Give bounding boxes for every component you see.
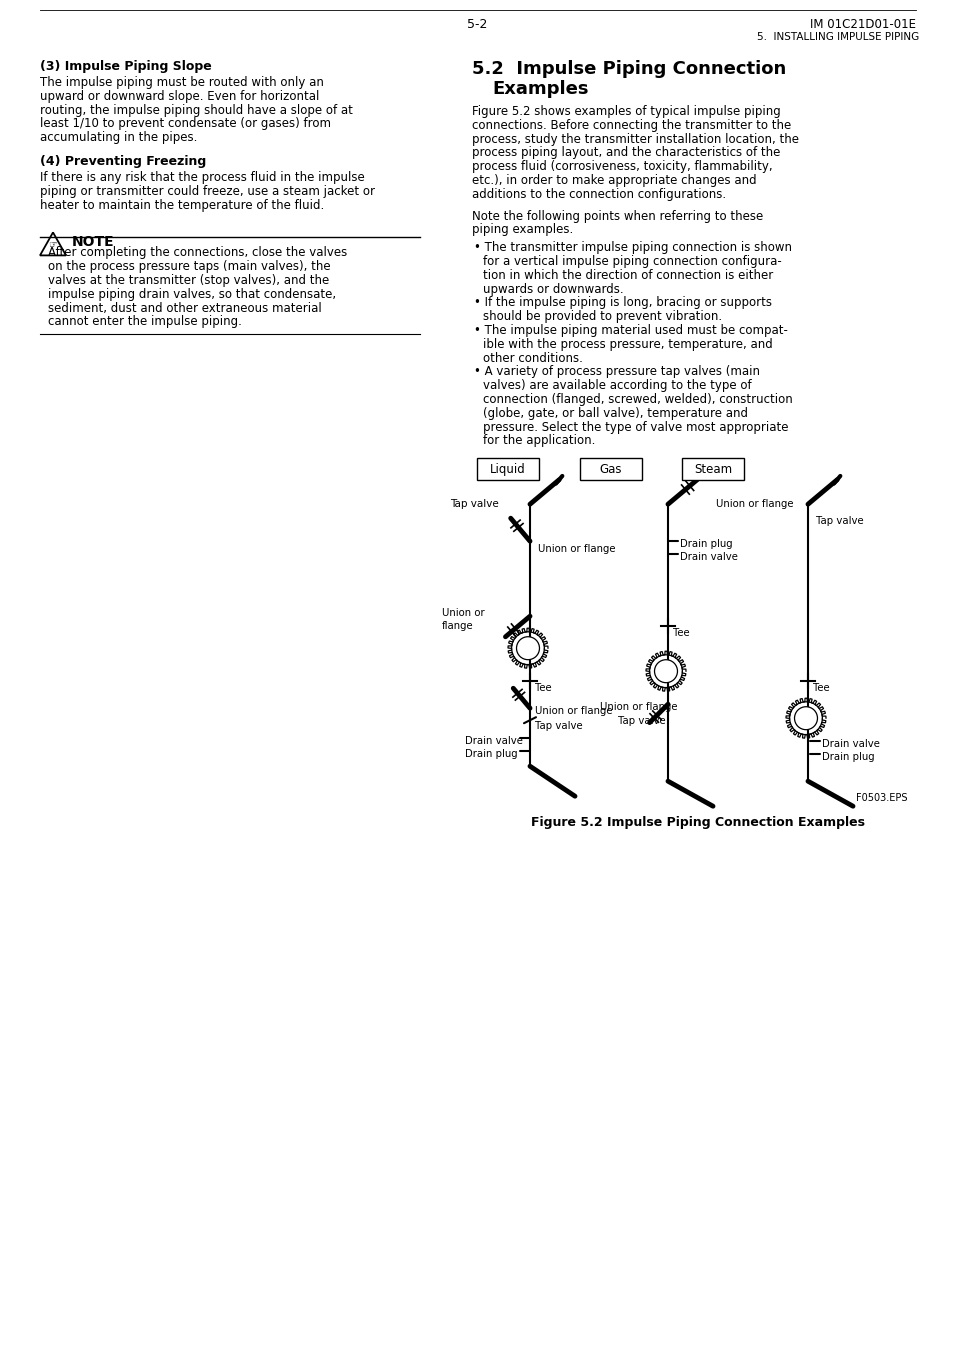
Text: piping or transmitter could freeze, use a steam jacket or: piping or transmitter could freeze, use … — [40, 185, 375, 197]
Text: ☞: ☞ — [49, 240, 57, 250]
Text: on the process pressure taps (main valves), the: on the process pressure taps (main valve… — [48, 261, 331, 273]
Text: etc.), in order to make appropriate changes and: etc.), in order to make appropriate chan… — [472, 174, 756, 186]
Text: upward or downward slope. Even for horizontal: upward or downward slope. Even for horiz… — [40, 89, 319, 103]
Text: valves) are available according to the type of: valves) are available according to the t… — [482, 380, 751, 392]
Text: 5-2: 5-2 — [466, 18, 487, 31]
Text: Drain valve: Drain valve — [821, 739, 879, 750]
Text: IM 01C21D01-01E: IM 01C21D01-01E — [809, 18, 915, 31]
Text: heater to maintain the temperature of the fluid.: heater to maintain the temperature of th… — [40, 199, 324, 212]
Text: upwards or downwards.: upwards or downwards. — [482, 282, 623, 296]
Text: Tap valve: Tap valve — [815, 516, 862, 526]
Text: Liquid: Liquid — [490, 462, 525, 476]
Text: Figure 5.2 Impulse Piping Connection Examples: Figure 5.2 Impulse Piping Connection Exa… — [531, 816, 864, 830]
Text: process, study the transmitter installation location, the: process, study the transmitter installat… — [472, 132, 799, 146]
Text: The impulse piping must be routed with only an: The impulse piping must be routed with o… — [40, 76, 323, 89]
Text: process piping layout, and the characteristics of the: process piping layout, and the character… — [472, 146, 780, 159]
Text: Tee: Tee — [535, 684, 551, 693]
Bar — [579, 458, 641, 480]
Text: Figure 5.2 shows examples of typical impulse piping: Figure 5.2 shows examples of typical imp… — [472, 105, 780, 118]
Text: Steam: Steam — [693, 462, 731, 476]
Text: tion in which the direction of connection is either: tion in which the direction of connectio… — [482, 269, 773, 282]
Text: (globe, gate, or ball valve), temperature and: (globe, gate, or ball valve), temperatur… — [482, 407, 747, 420]
Text: process fluid (corrosiveness, toxicity, flammability,: process fluid (corrosiveness, toxicity, … — [472, 161, 772, 173]
Text: Union or: Union or — [441, 608, 484, 619]
Text: connections. Before connecting the transmitter to the: connections. Before connecting the trans… — [472, 119, 790, 132]
Text: connection (flanged, screwed, welded), construction: connection (flanged, screwed, welded), c… — [482, 393, 792, 407]
Text: Union or flange: Union or flange — [535, 707, 612, 716]
Text: Gas: Gas — [599, 462, 621, 476]
Text: sediment, dust and other extraneous material: sediment, dust and other extraneous mate… — [48, 301, 321, 315]
Text: Drain valve: Drain valve — [464, 736, 522, 746]
Text: for the application.: for the application. — [482, 435, 595, 447]
Text: Tap valve: Tap valve — [618, 716, 665, 727]
Text: accumulating in the pipes.: accumulating in the pipes. — [40, 131, 197, 145]
Text: • A variety of process pressure tap valves (main: • A variety of process pressure tap valv… — [474, 365, 760, 378]
Text: F0503.EPS: F0503.EPS — [855, 793, 906, 804]
Text: least 1/10 to prevent condensate (or gases) from: least 1/10 to prevent condensate (or gas… — [40, 118, 331, 131]
Text: routing, the impulse piping should have a slope of at: routing, the impulse piping should have … — [40, 104, 353, 116]
Text: cannot enter the impulse piping.: cannot enter the impulse piping. — [48, 315, 242, 328]
Text: After completing the connections, close the valves: After completing the connections, close … — [48, 246, 347, 259]
Text: other conditions.: other conditions. — [482, 351, 582, 365]
Text: ible with the process pressure, temperature, and: ible with the process pressure, temperat… — [482, 338, 772, 351]
Circle shape — [654, 659, 677, 682]
Text: • The transmitter impulse piping connection is shown: • The transmitter impulse piping connect… — [474, 242, 791, 254]
Text: for a vertical impulse piping connection configura-: for a vertical impulse piping connection… — [482, 255, 781, 267]
Text: Examples: Examples — [492, 80, 588, 99]
Text: valves at the transmitter (stop valves), and the: valves at the transmitter (stop valves),… — [48, 274, 329, 286]
Text: piping examples.: piping examples. — [472, 223, 573, 236]
Text: should be provided to prevent vibration.: should be provided to prevent vibration. — [482, 311, 721, 323]
Circle shape — [516, 636, 538, 659]
Text: Drain valve: Drain valve — [679, 553, 737, 562]
Text: Tap valve: Tap valve — [450, 500, 498, 509]
Text: • The impulse piping material used must be compat-: • The impulse piping material used must … — [474, 324, 787, 336]
Text: Tee: Tee — [672, 628, 689, 638]
Text: impulse piping drain valves, so that condensate,: impulse piping drain valves, so that con… — [48, 288, 335, 301]
Text: Union or flange: Union or flange — [716, 500, 793, 509]
Text: NOTE: NOTE — [71, 235, 114, 250]
Text: pressure. Select the type of valve most appropriate: pressure. Select the type of valve most … — [482, 420, 788, 434]
Text: Tap valve: Tap valve — [535, 721, 582, 731]
Text: Union or flange: Union or flange — [537, 544, 615, 554]
Text: (3) Impulse Piping Slope: (3) Impulse Piping Slope — [40, 59, 212, 73]
Text: If there is any risk that the process fluid in the impulse: If there is any risk that the process fl… — [40, 172, 364, 184]
Text: additions to the connection configurations.: additions to the connection configuratio… — [472, 188, 725, 201]
Text: (4) Preventing Freezing: (4) Preventing Freezing — [40, 155, 206, 168]
Text: flange: flange — [441, 621, 473, 631]
Text: Union or flange: Union or flange — [599, 703, 677, 712]
Text: Drain plug: Drain plug — [464, 750, 517, 759]
Text: • If the impulse piping is long, bracing or supports: • If the impulse piping is long, bracing… — [474, 296, 771, 309]
Bar — [681, 458, 743, 480]
Text: 5.2  Impulse Piping Connection: 5.2 Impulse Piping Connection — [472, 59, 785, 78]
Text: 5.  INSTALLING IMPULSE PIPING: 5. INSTALLING IMPULSE PIPING — [756, 32, 918, 42]
Text: Tee: Tee — [812, 684, 829, 693]
Text: Note the following points when referring to these: Note the following points when referring… — [472, 209, 762, 223]
Circle shape — [794, 707, 817, 730]
Bar — [476, 458, 538, 480]
Text: Drain plug: Drain plug — [679, 539, 732, 550]
Text: Drain plug: Drain plug — [821, 753, 874, 762]
